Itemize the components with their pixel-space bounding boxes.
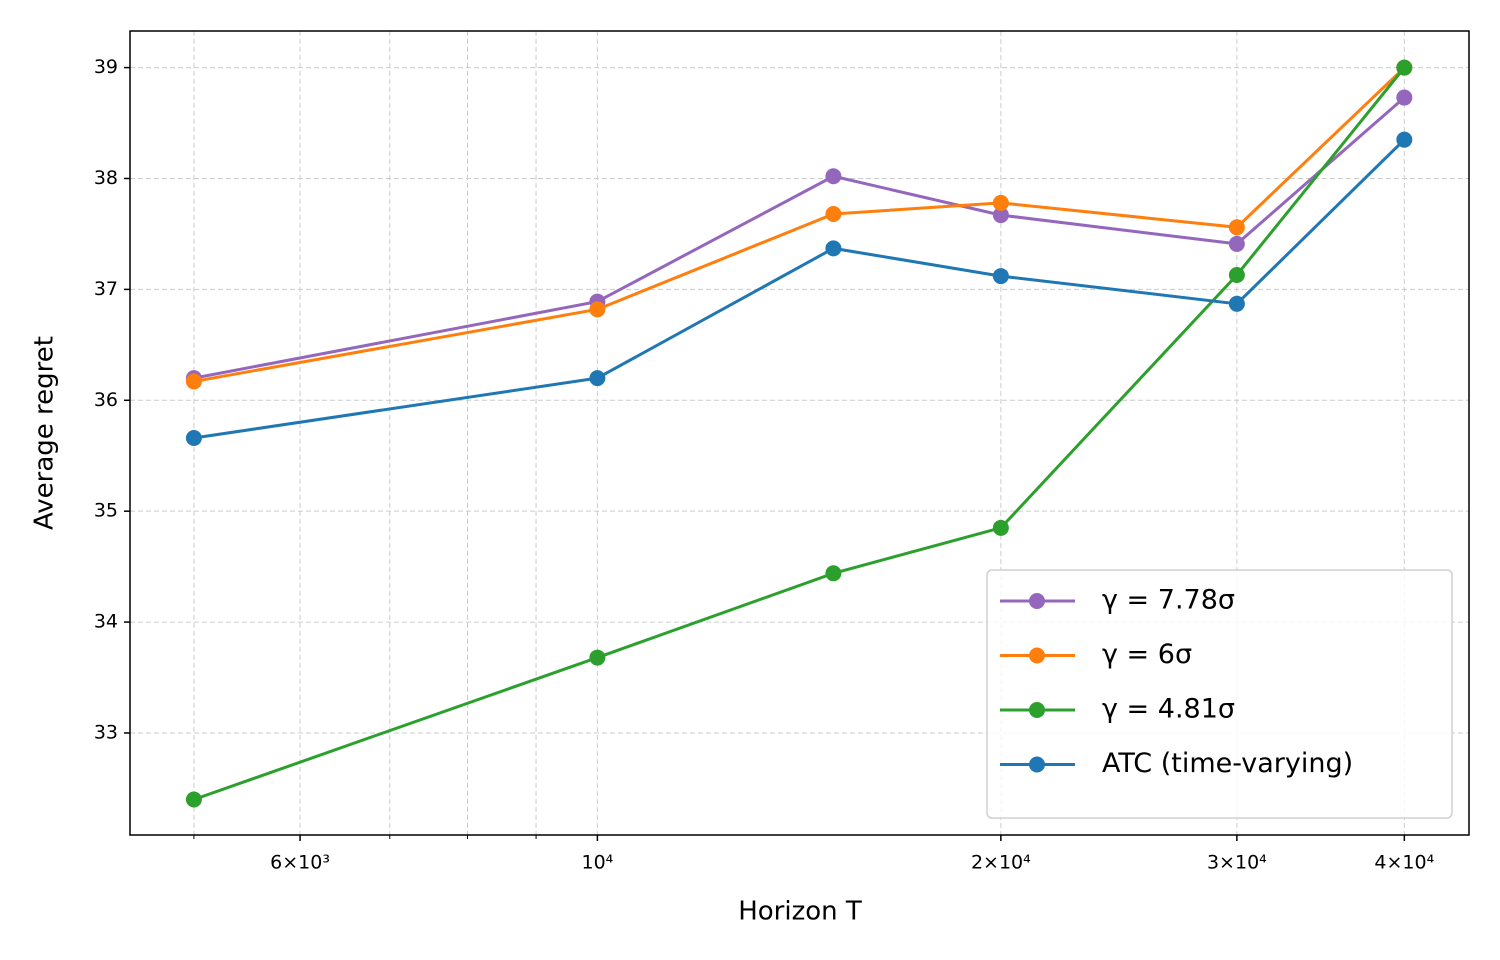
data-point <box>185 791 202 808</box>
data-point <box>992 194 1009 211</box>
data-point <box>992 207 1009 224</box>
y-tick-label: 38 <box>94 167 118 189</box>
y-tick-label: 39 <box>94 56 118 78</box>
legend-label: γ = 7.78σ <box>1102 585 1235 616</box>
data-point <box>1396 131 1413 148</box>
data-point <box>589 370 606 387</box>
data-point <box>992 268 1009 285</box>
series-line <box>193 66 1406 383</box>
data-point <box>589 649 606 666</box>
data-point <box>185 429 202 446</box>
data-point <box>185 373 202 390</box>
data-point <box>1396 59 1413 76</box>
data-point <box>825 565 842 582</box>
x-tick-label: 2×10⁴ <box>971 852 1031 874</box>
x-tick-label: 10⁴ <box>581 852 613 874</box>
data-point <box>1228 295 1245 312</box>
legend-label: ATC (time-varying) <box>1102 748 1353 779</box>
legend-marker <box>1029 702 1045 718</box>
x-tick-label: 6×10³ <box>270 852 330 874</box>
data-point <box>825 168 842 185</box>
y-tick-label: 37 <box>94 278 118 300</box>
x-tick-label: 4×10⁴ <box>1374 852 1434 874</box>
legend-label: γ = 4.81σ <box>1102 694 1235 725</box>
series-line <box>193 96 1406 380</box>
data-point <box>825 240 842 257</box>
data-point <box>1396 89 1413 106</box>
y-tick-label: 34 <box>94 611 118 633</box>
data-point <box>1228 235 1245 252</box>
legend-label: γ = 6σ <box>1102 639 1192 670</box>
x-axis-label: Horizon T <box>738 897 862 927</box>
legend-marker <box>1029 756 1045 773</box>
data-point <box>1228 266 1245 283</box>
y-tick-label: 35 <box>94 500 118 522</box>
legend-marker <box>1029 593 1045 609</box>
data-point <box>589 301 606 318</box>
x-tick-label: 3×10⁴ <box>1207 852 1267 874</box>
series-line <box>193 138 1406 440</box>
data-point <box>1228 219 1245 236</box>
legend-marker <box>1029 647 1045 664</box>
y-tick-label: 33 <box>94 721 118 743</box>
data-point <box>825 205 842 222</box>
legend-box <box>986 569 1453 819</box>
data-point <box>992 519 1009 536</box>
y-tick-label: 36 <box>94 389 118 411</box>
y-axis-label: Average regret <box>30 336 60 530</box>
series-line <box>193 66 1406 801</box>
plot-frame <box>129 30 1470 836</box>
